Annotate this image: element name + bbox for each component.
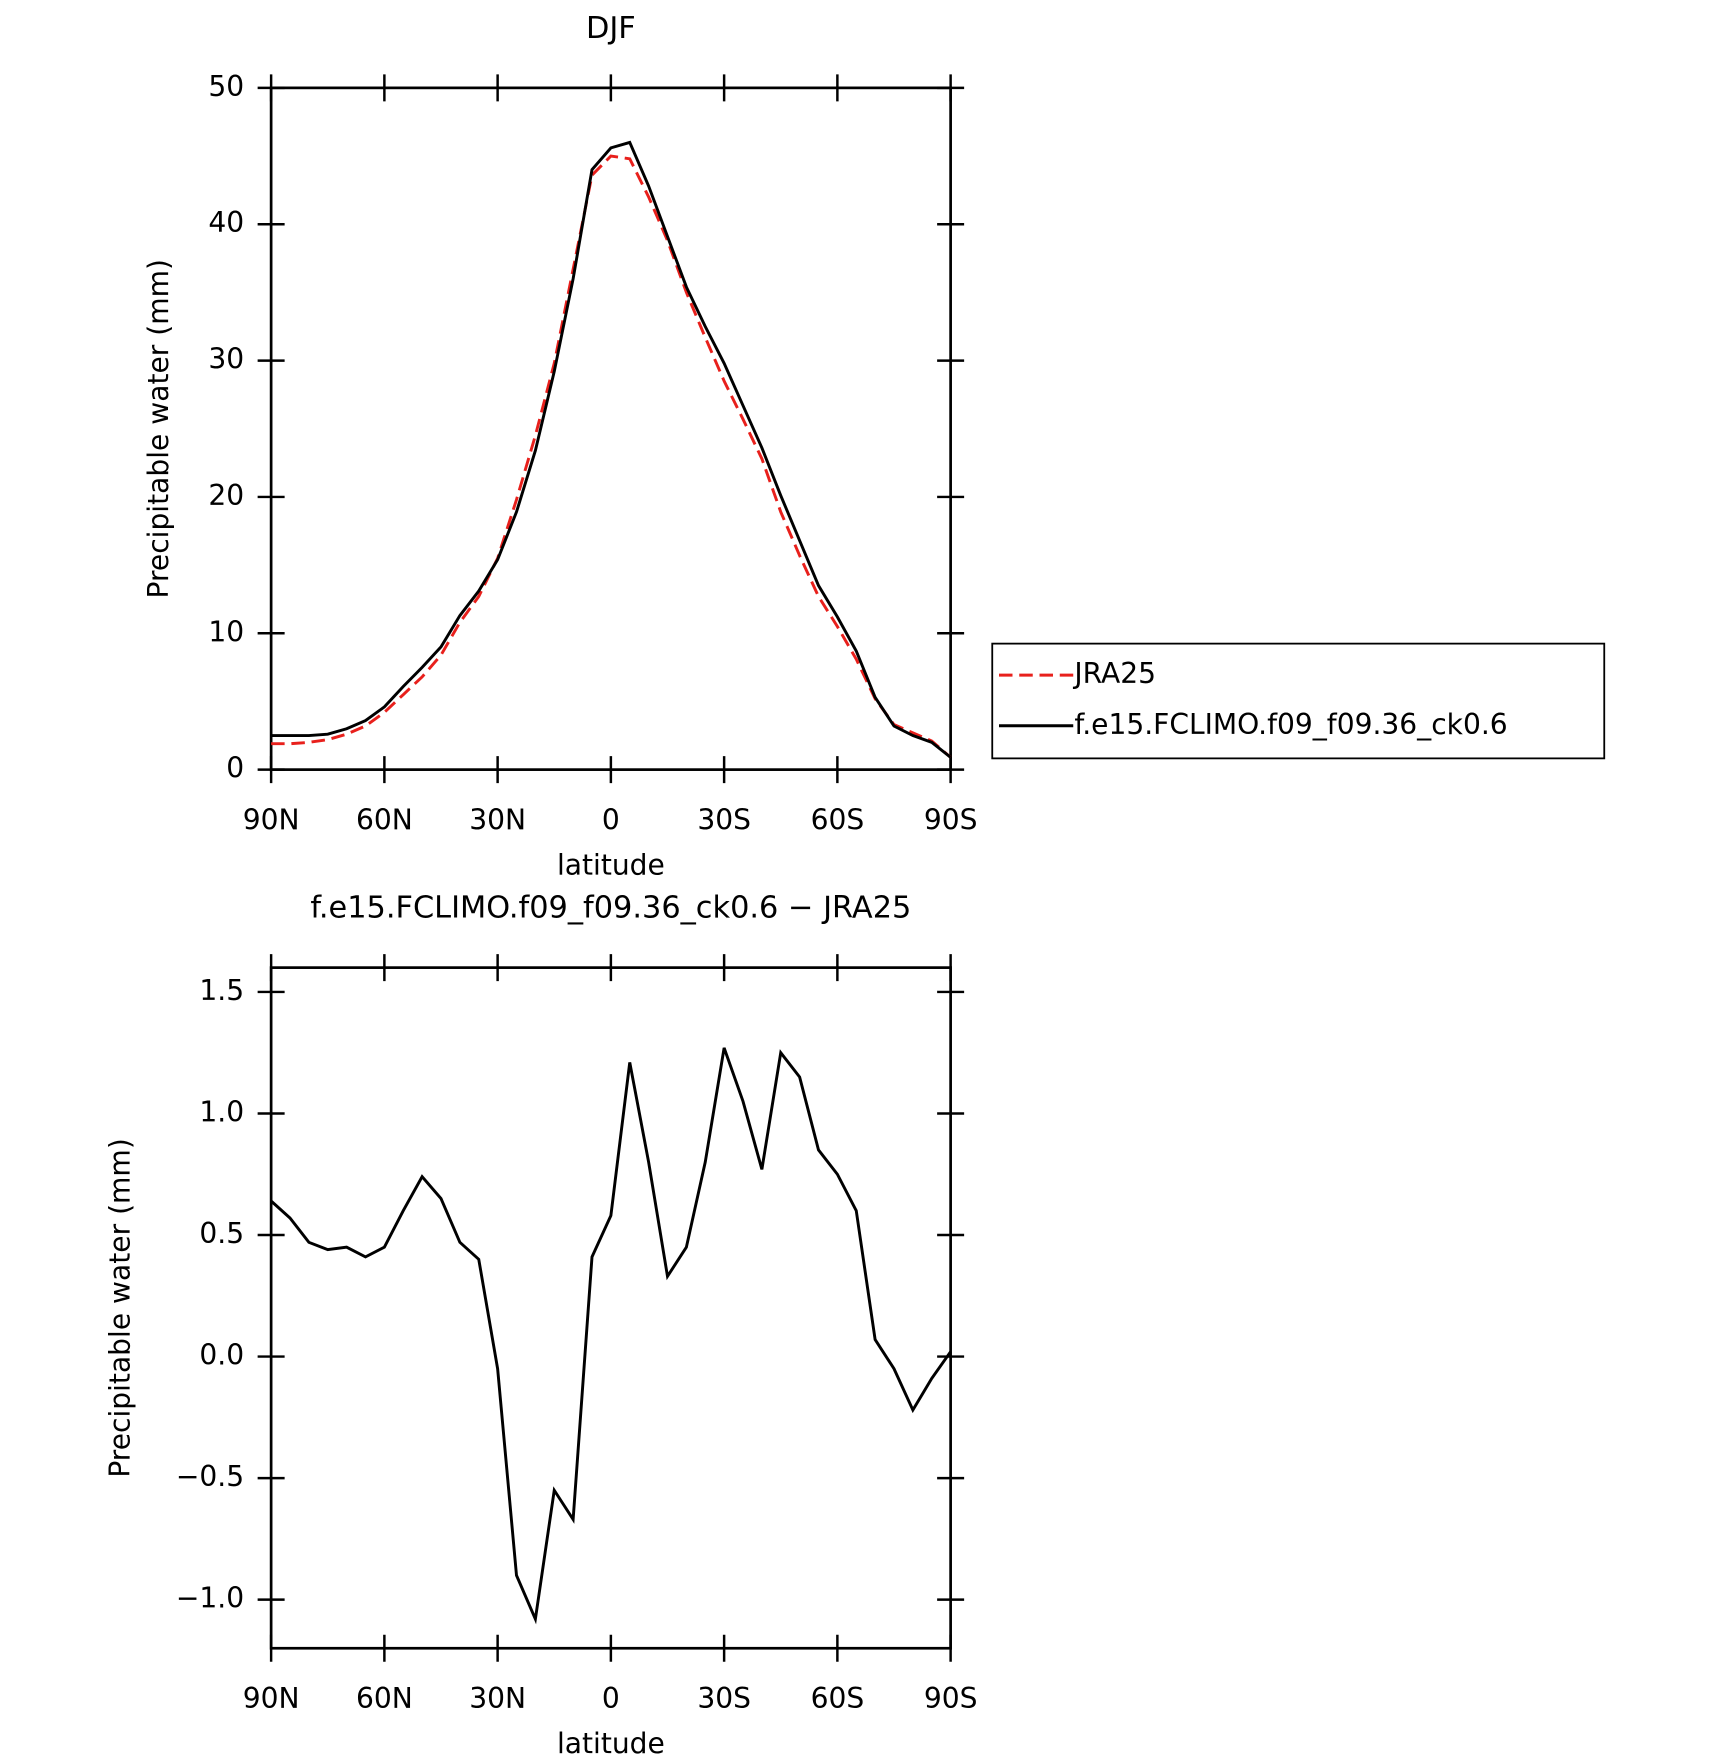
y-tick-label: 0.0 (199, 1339, 244, 1372)
y-tick-label: 30 (208, 343, 244, 376)
x-tick-label: 90S (924, 803, 978, 836)
x-tick-label: 90N (243, 803, 300, 836)
x-tick-label: 60N (356, 803, 413, 836)
y-axis-label: Precipitable water (mm) (142, 259, 175, 598)
y-tick-label: −0.5 (176, 1460, 244, 1493)
x-tick-label: 30S (697, 803, 751, 836)
x-tick-label: 30N (469, 1682, 526, 1715)
data-line (271, 140, 952, 759)
x-tick-label: 0 (602, 803, 620, 836)
x-tick-label: 30S (697, 1682, 751, 1715)
x-tick-label: 90S (924, 1682, 978, 1715)
legend-label: JRA25 (1072, 657, 1156, 690)
legend-label: f.e15.FCLIMO.f09_f09.36_ck0.6 (1074, 708, 1507, 741)
y-tick-label: 50 (208, 70, 244, 103)
x-tick-label: 60S (811, 803, 865, 836)
x-axis-label: latitude (557, 1727, 665, 1760)
y-axis-label: Precipitable water (mm) (104, 1138, 137, 1477)
x-tick-label: 0 (602, 1682, 620, 1715)
y-tick-label: 40 (208, 206, 244, 239)
x-tick-label: 30N (469, 803, 526, 836)
legend-box (991, 642, 1606, 760)
x-axis-label: latitude (557, 848, 665, 881)
y-tick-label: 0.5 (199, 1217, 244, 1250)
plot-frame (269, 966, 952, 1650)
x-tick-label: 90N (243, 1682, 300, 1715)
y-tick-label: 1.0 (199, 1095, 244, 1128)
x-tick-label: 60N (356, 1682, 413, 1715)
chart-title: f.e15.FCLIMO.f09_f09.36_ck0.6 − JRA25 (310, 891, 911, 926)
plot-frame (269, 86, 952, 771)
y-tick-label: 0 (226, 752, 244, 785)
y-tick-label: −1.0 (176, 1582, 244, 1615)
y-tick-label: 10 (208, 615, 244, 648)
data-line (271, 154, 952, 759)
y-tick-label: 1.5 (199, 974, 244, 1007)
data-line (270, 1047, 952, 1625)
x-tick-label: 60S (811, 1682, 865, 1715)
chart-title: DJF (586, 11, 636, 46)
y-tick-label: 20 (208, 479, 244, 512)
